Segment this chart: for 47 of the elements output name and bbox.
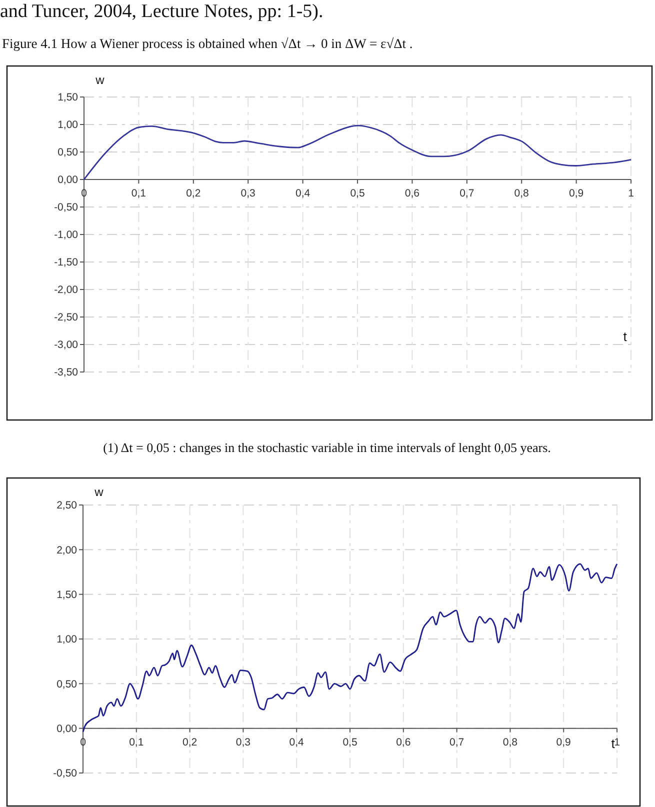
x-tick-label: 0,5 bbox=[350, 188, 365, 200]
y-tick-label: 0,00 bbox=[56, 723, 78, 736]
y-tick-label: 2,00 bbox=[56, 544, 78, 556]
x-tick-label: 0,8 bbox=[502, 736, 518, 748]
y-axis-title: w bbox=[94, 485, 104, 499]
text: and Tuncer, 2004, Lecture Notes, pp: 1-5). bbox=[0, 1, 324, 22]
x-tick-label: 0,9 bbox=[556, 736, 572, 748]
y-tick-label: -2,50 bbox=[54, 312, 78, 324]
x-tick-label: 0,2 bbox=[186, 188, 201, 200]
x-tick-label: 0,4 bbox=[289, 736, 304, 748]
x-axis-title: t bbox=[611, 736, 616, 751]
line-series bbox=[83, 124, 632, 180]
y-tick-label: 1,00 bbox=[56, 634, 78, 646]
y-tick-label: -3,00 bbox=[54, 339, 78, 352]
x-tick-label: 0,7 bbox=[460, 188, 474, 200]
text: (1) Δt = 0,05 : changes in the stochastic variable in time intervals of lenght 0,05 years. bbox=[103, 440, 551, 455]
x-tick-label: 0,9 bbox=[568, 188, 584, 200]
x-tick-label: 0,4 bbox=[295, 188, 310, 200]
y-tick-label: -0,50 bbox=[54, 202, 78, 214]
y-axis-title: w bbox=[94, 73, 105, 87]
x-tick-label: 1 bbox=[614, 736, 620, 748]
y-tick-label: 0,50 bbox=[58, 146, 78, 159]
x-tick-label: 0,5 bbox=[342, 736, 358, 748]
x-tick-label: 0,1 bbox=[131, 188, 146, 200]
y-tick-label: 0,50 bbox=[56, 678, 78, 690]
y-tick-label: 1,50 bbox=[58, 92, 78, 104]
x-tick-label: 0,2 bbox=[182, 736, 198, 748]
y-tick-label: 2,50 bbox=[56, 500, 78, 512]
x-tick-label: 0,8 bbox=[514, 188, 530, 200]
x-tick-label: 0,6 bbox=[404, 188, 420, 200]
x-axis-title: t bbox=[623, 329, 628, 344]
chart-title: Figure 4.1 How a Wiener process is obtained when √Δt → 0 in ΔW = ε√Δt . bbox=[2, 36, 413, 51]
x-tick-label: 0,1 bbox=[129, 736, 144, 748]
y-tick-label: -2,00 bbox=[54, 284, 78, 296]
line-series bbox=[82, 563, 618, 733]
x-tick-label: 0,6 bbox=[396, 736, 411, 748]
y-tick-label: 0,00 bbox=[58, 174, 78, 186]
y-tick-label: 1,00 bbox=[58, 119, 78, 132]
x-tick-label: 0,7 bbox=[449, 736, 464, 748]
y-tick-label: -0,50 bbox=[53, 768, 78, 780]
x-tick-label: 0,3 bbox=[236, 736, 251, 748]
x-tick-label: 1 bbox=[628, 188, 634, 200]
y-tick-label: -1,50 bbox=[54, 256, 78, 269]
y-tick-label: 1,50 bbox=[56, 589, 78, 602]
x-tick-label: 0,3 bbox=[240, 188, 256, 200]
y-tick-label: -3,50 bbox=[54, 366, 78, 379]
y-tick-label: -1,00 bbox=[54, 229, 78, 242]
